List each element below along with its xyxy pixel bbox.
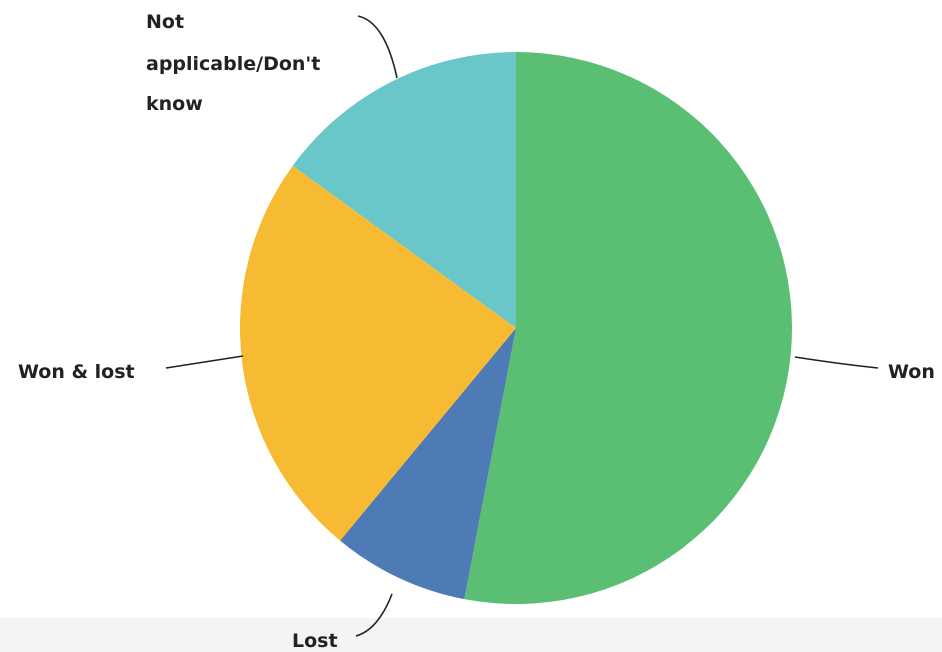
leader-line-not-applicable-don-t-know <box>357 15 398 79</box>
pie-slice-lost <box>340 328 516 600</box>
pie-slices <box>239 52 793 604</box>
pie-slice-not-applicable-don-t-know <box>292 52 516 328</box>
pie-slice-won <box>464 52 793 604</box>
leader-lines <box>165 15 879 637</box>
slice-label-won-lost: Won & lost <box>18 361 135 383</box>
pie-slice-won-lost <box>239 165 516 541</box>
leader-line-won <box>794 356 879 369</box>
bottom-band <box>0 618 942 652</box>
slice-labels: Won Lost Won & lost Not applicable/Don't know <box>18 11 935 652</box>
slice-label-won: Won <box>888 361 935 383</box>
leader-line-lost <box>355 593 393 637</box>
slice-label-not-applicable-don-t-know: Not applicable/Don't know <box>146 11 320 115</box>
leader-line-won-lost <box>165 355 244 369</box>
slice-label-lost: Lost <box>292 630 338 652</box>
